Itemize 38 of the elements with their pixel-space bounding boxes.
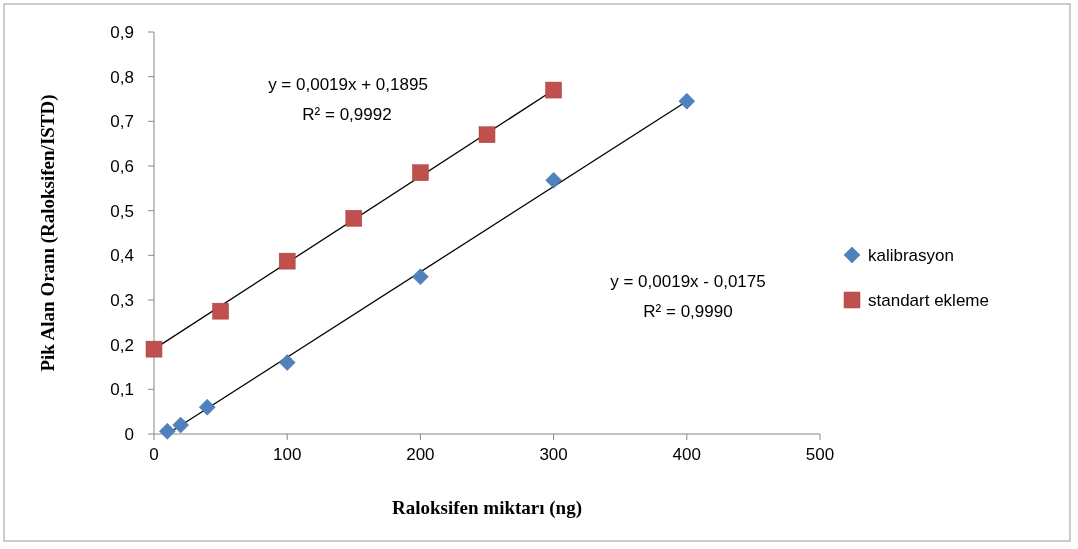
point <box>412 268 429 286</box>
y-tick-label: 0,6 <box>110 156 134 176</box>
point <box>278 252 296 270</box>
point <box>212 302 229 320</box>
x-tick-label: 300 <box>539 445 568 464</box>
point <box>412 164 429 181</box>
legend-label: standart ekleme <box>868 290 989 310</box>
point <box>145 340 163 358</box>
point <box>545 81 562 99</box>
y-tick-label: 0,1 <box>110 380 134 400</box>
y-tick-label: 0 <box>124 424 134 444</box>
y-tick-label: 0,3 <box>110 290 134 310</box>
point <box>345 210 363 227</box>
point <box>678 92 696 110</box>
point <box>545 172 562 189</box>
y-tick-label: 0,2 <box>110 335 134 355</box>
y-tick-label: 0,5 <box>110 201 134 221</box>
legend-label: kalibrasyon <box>868 245 954 265</box>
point <box>199 398 216 416</box>
x-tick-label: 100 <box>273 445 302 464</box>
x-tick-label: 400 <box>672 445 701 464</box>
point <box>172 416 189 434</box>
x-tick-label: 0 <box>149 445 159 464</box>
annotation: R² = 0,9990 <box>643 301 733 321</box>
y-tick-label: 0,4 <box>110 246 134 266</box>
y-tick-label: 0,7 <box>110 112 134 132</box>
annotation: y = 0,0019x - 0,0175 <box>610 271 766 291</box>
annotation: R² = 0,9992 <box>302 104 392 124</box>
x-axis-title: Raloksifen miktarı (ng) <box>392 497 582 519</box>
point <box>159 423 176 440</box>
x-tick-label: 500 <box>805 445 835 464</box>
y-axis-title: Pik Alan Oranı (Raloksifen/ISTD) <box>37 94 59 372</box>
y-tick-label: 0,8 <box>110 67 134 87</box>
point <box>278 354 296 371</box>
y-tick-label: 0,9 <box>110 22 134 42</box>
annotation: y = 0,0019x + 0,1895 <box>268 74 428 94</box>
x-tick-label: 200 <box>406 445 435 464</box>
point <box>478 126 496 143</box>
